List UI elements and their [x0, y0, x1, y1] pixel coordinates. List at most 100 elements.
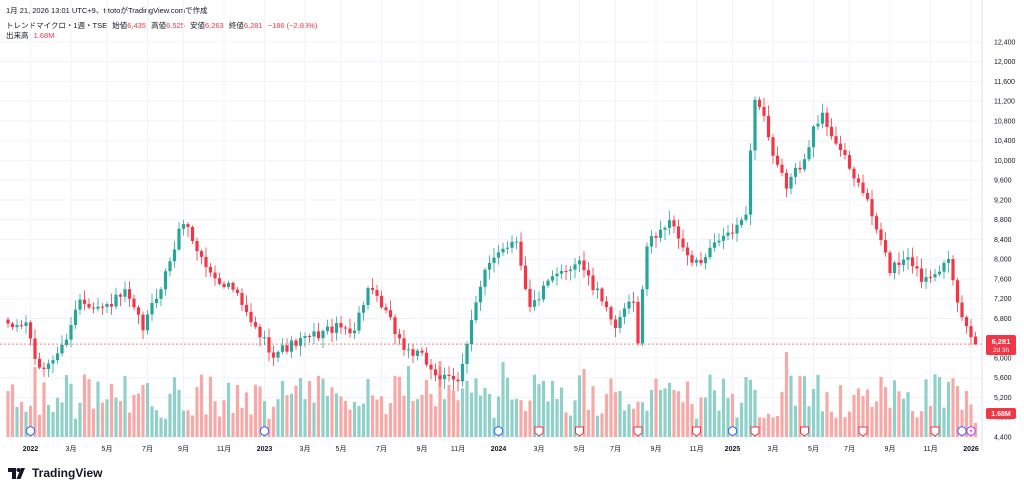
candle-body: [492, 257, 496, 263]
volume-bar: [541, 380, 546, 437]
price-tick-label: 6,000: [994, 355, 1012, 362]
candle-body: [789, 176, 793, 189]
volume-bar: [532, 374, 537, 437]
volume-bar: [649, 389, 654, 437]
candle-body: [366, 288, 370, 306]
last-price-badge-value: 6,281: [992, 337, 1011, 346]
candle-body: [37, 358, 42, 368]
volume-bar: [537, 384, 541, 437]
volume-bar: [901, 398, 906, 437]
volume-bar: [523, 411, 528, 437]
volume-bar: [825, 392, 829, 437]
candle-body: [226, 282, 231, 288]
candle-body: [757, 99, 762, 107]
candle-body: [519, 241, 523, 266]
volume-bar: [15, 406, 19, 437]
volume-bar: [820, 411, 825, 437]
price-axis[interactable]: 4,4004,8005,2005,6006,0006,4006,8007,200…: [981, 0, 1016, 452]
candle-body: [577, 260, 582, 265]
time-tick-label: 7月: [142, 445, 153, 453]
high-label: 高値: [151, 21, 167, 30]
candle-body: [294, 340, 298, 346]
volume-bar: [478, 395, 483, 437]
time-tick-label: 3月: [66, 445, 77, 453]
candle-body: [766, 115, 771, 138]
volume-bar: [388, 403, 393, 437]
time-tick-label: 2023: [257, 446, 273, 453]
earnings-marker: [800, 426, 809, 437]
candle-body: [501, 248, 505, 253]
volume-bar: [609, 378, 613, 437]
candle-body: [285, 345, 289, 352]
volume-bar: [712, 390, 717, 437]
volume-bar: [366, 378, 370, 437]
time-tick-label: 9月: [417, 445, 428, 453]
volume-bar: [190, 415, 195, 437]
candle-body: [708, 247, 712, 258]
volume-bar: [285, 395, 289, 437]
volume-bar: [645, 410, 649, 437]
price-tick-label: 8,800: [994, 217, 1012, 224]
volume-badge-value: 1.68M: [991, 411, 1011, 418]
candle-body: [793, 167, 798, 177]
volume-bar: [501, 362, 505, 437]
tradingview-logo[interactable]: TradingView: [8, 466, 102, 480]
candle-body: [811, 126, 816, 148]
volume-bar: [172, 377, 177, 437]
candle-body: [604, 301, 609, 308]
candle-body: [546, 280, 550, 286]
volume-badge: [986, 408, 1016, 419]
candle-body: [928, 277, 933, 279]
volume-bar: [51, 411, 55, 437]
price-tick-label: 5,600: [994, 375, 1012, 382]
price-tick-label: 12,400: [994, 39, 1016, 46]
volume-bar: [55, 397, 60, 437]
time-axis[interactable]: 2022 3月 5月 7月 9月 11月 2023 3月 5月 7月 9月 11月 2024 3月 5月 7月…: [23, 445, 979, 453]
candle-body: [15, 325, 19, 328]
open-label: 始値: [112, 21, 128, 30]
candle-body: [267, 337, 271, 353]
volume-bar: [96, 381, 100, 437]
candle-body: [663, 227, 667, 230]
volume-bar: [213, 401, 217, 437]
high-value: 6,525: [166, 21, 185, 30]
close-value: 6,281: [243, 21, 263, 30]
candle-body: [883, 240, 888, 253]
candle-body: [127, 289, 132, 299]
close-label: 終値: [228, 21, 244, 30]
volume-bar: [838, 385, 843, 437]
volume-bar: [919, 411, 924, 437]
candle-body: [568, 269, 573, 272]
volume-bar: [487, 393, 492, 437]
candle-body: [771, 137, 775, 156]
candle-body: [195, 240, 199, 252]
volume-bar: [834, 417, 838, 437]
volume-bar: [946, 381, 951, 437]
candle-body: [537, 299, 541, 301]
symbol-name[interactable]: トレンドマイクロ・1週・TSE: [6, 21, 108, 30]
candle-body: [496, 252, 501, 258]
candle-body: [829, 126, 834, 137]
candle-body: [915, 266, 919, 269]
candle-body: [874, 216, 879, 230]
candlesticks: [6, 96, 978, 392]
volume-bar: [708, 374, 712, 437]
candle-body: [937, 271, 942, 275]
candle-body: [505, 247, 510, 249]
time-tick-label: 2026: [963, 446, 979, 453]
candle-body: [784, 172, 789, 189]
candle-body: [91, 307, 96, 309]
volume-bar: [856, 388, 861, 437]
volume-bar: [91, 408, 96, 437]
volume-bar: [204, 414, 208, 437]
candle-body: [834, 136, 838, 144]
volume-bar: [528, 400, 532, 437]
volume-bar: [127, 412, 132, 437]
time-tick-label: 5月: [808, 445, 819, 453]
candle-body: [199, 251, 204, 257]
volume-bar: [42, 382, 46, 437]
volume-bar: [28, 405, 33, 437]
volume-bar: [208, 376, 213, 437]
volume-bar: [640, 402, 645, 437]
